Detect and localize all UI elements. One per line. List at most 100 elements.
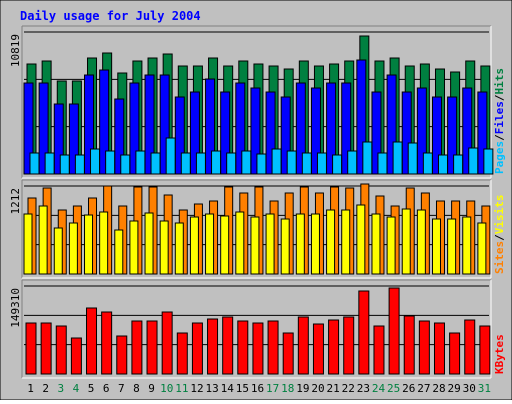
- panel-1-files-bar-17: [265, 91, 276, 175]
- panel-1-pages-bar-16: [256, 153, 267, 175]
- x-tick-label-15: 15: [236, 382, 249, 395]
- panel-1-pages-bar-19: [301, 152, 312, 175]
- panel-2-visits-bar-29: [447, 218, 457, 275]
- panel-2-visits-bar-2: [38, 205, 48, 275]
- panel-1-files-bar-19: [295, 82, 306, 175]
- panel-1-pages-bar-18: [286, 150, 297, 175]
- panel-1-pages-bar-9: [150, 152, 161, 175]
- panel-2-visits-bar-17: [265, 213, 275, 275]
- panel-1-pages-bar-22: [347, 150, 358, 175]
- panel-2-visits-bar-7: [114, 229, 124, 275]
- panel-3-kbytes-bar-30: [464, 319, 476, 375]
- panel-1-pages-bar-11: [180, 152, 191, 175]
- panel-1-pages-bar-29: [453, 154, 464, 175]
- panel-3-kbytes-bar-18: [282, 332, 294, 375]
- panel-2-visits-bar-31: [477, 222, 487, 275]
- panel-3-kbytes-bar-7: [116, 335, 128, 375]
- panel-2-visits-bar-21: [326, 209, 336, 275]
- panel-1-pages-bar-24: [377, 152, 388, 175]
- chart-title: Daily usage for July 2004: [20, 9, 201, 23]
- panel-1-files-bar-20: [310, 87, 321, 175]
- panel-3-kbytes-bar-26: [403, 315, 415, 375]
- panel-2-legend: Sites/Visits: [493, 195, 506, 275]
- panel-2-visits-bar-30: [462, 216, 472, 275]
- panel-1-legend-part-1: Pages: [493, 141, 506, 174]
- panel-3-kbytes-bar-13: [207, 318, 219, 375]
- panel-3-kbytes-bar-22: [343, 316, 355, 375]
- panel-1-files-bar-15: [235, 82, 246, 175]
- panel-1-files-bar-7: [114, 98, 125, 175]
- x-tick-label-14: 14: [221, 382, 235, 395]
- panel-2-visits-bar-19: [295, 213, 305, 275]
- panel-3-kbytes-bar-29: [449, 332, 461, 375]
- panel-1-files-bar-29: [447, 96, 458, 175]
- panel-3-kbytes-bar-4: [70, 337, 82, 375]
- panel-1-files-bar-2: [38, 82, 49, 175]
- panel-2-visits-bar-26: [401, 208, 411, 275]
- panel-2-visits-bar-8: [129, 220, 139, 275]
- x-tick-label-23: 23: [357, 382, 370, 395]
- panel-2-visits-bar-6: [99, 211, 109, 275]
- x-tick-label-22: 22: [342, 382, 355, 395]
- panel-2-ymax-label: 1212: [9, 188, 22, 215]
- panel-1-legend-part-2: /: [493, 134, 506, 141]
- panel-2-visits-bar-28: [431, 218, 441, 275]
- panel-2-visits-bar-10: [159, 220, 169, 275]
- x-tick-label-18: 18: [281, 382, 294, 395]
- panel-1-files-bar-4: [68, 103, 79, 175]
- panel-1-pages-bar-26: [407, 142, 418, 175]
- panel-2-visits-bar-12: [189, 216, 199, 275]
- panel-2-visits-bar-27: [416, 209, 426, 275]
- x-tick-label-5: 5: [88, 382, 95, 395]
- x-tick-label-28: 28: [432, 382, 445, 395]
- panel-1-pages-bar-20: [316, 152, 327, 175]
- panel-2-visits-bar-3: [53, 227, 63, 275]
- x-tick-label-29: 29: [448, 382, 461, 395]
- panel-3-kbytes-bar-5: [86, 307, 98, 375]
- panel-1-files-bar-26: [401, 91, 412, 175]
- panel-3-kbytes-bar-12: [191, 322, 203, 375]
- panel-1-pages-bar-15: [241, 150, 252, 175]
- x-tick-label-13: 13: [205, 382, 218, 395]
- x-tick-label-3: 3: [58, 382, 65, 395]
- x-tick-label-27: 27: [417, 382, 430, 395]
- panel-1-files-bar-18: [280, 96, 291, 175]
- panel-1-files-bar-31: [477, 91, 488, 175]
- panel-1-files-bar-13: [205, 78, 216, 175]
- x-tick-label-30: 30: [463, 382, 476, 395]
- x-tick-label-7: 7: [118, 382, 125, 395]
- panel-1-pages-bar-4: [74, 154, 85, 175]
- panel-1-pages-bar-31: [483, 148, 494, 175]
- panel-1-pages-bar-13: [211, 150, 222, 175]
- x-tick-label-16: 16: [251, 382, 264, 395]
- panel-2-legend-part-1: Sites: [493, 241, 506, 274]
- x-tick-label-4: 4: [73, 382, 80, 395]
- panel-3-kbytes-bar-15: [237, 320, 249, 375]
- panel-1-legend-part-5: Hits: [493, 68, 506, 95]
- panel-3-kbytes-bar-21: [328, 319, 340, 375]
- panel-1-files-bar-16: [250, 87, 261, 175]
- panel-3-kbytes-bar-8: [131, 320, 143, 375]
- panel-2-visits-bar-11: [174, 222, 184, 275]
- panel-1-legend-part-3: Files: [493, 101, 506, 134]
- panel-3-kbytes-bar-24: [373, 325, 385, 375]
- x-tick-label-17: 17: [266, 382, 279, 395]
- panel-3-kbytes-bar-16: [252, 322, 264, 375]
- x-tick-label-21: 21: [327, 382, 340, 395]
- x-tick-label-20: 20: [311, 382, 324, 395]
- panel-2-visits-bar-5: [84, 214, 94, 275]
- panel-3-kbytes-bar-19: [297, 316, 309, 375]
- panel-1-pages-bar-17: [271, 148, 282, 175]
- panel-1-files-bar-3: [53, 103, 64, 175]
- panel-1-legend: Pages/Files/Hits: [493, 68, 506, 174]
- panel-1-pages-bar-25: [392, 141, 403, 175]
- panel-1-files-bar-8: [129, 82, 140, 175]
- x-tick-label-26: 26: [402, 382, 415, 395]
- panel-2-legend-part-3: Visits: [493, 195, 506, 235]
- panel-1-pages-bar-7: [120, 154, 131, 175]
- panel-1-pages-bar-28: [437, 154, 448, 175]
- panel-1-pages-bar-12: [195, 152, 206, 175]
- panel-1-files-bar-5: [84, 74, 95, 175]
- panel-3-legend: KBytes: [493, 334, 506, 374]
